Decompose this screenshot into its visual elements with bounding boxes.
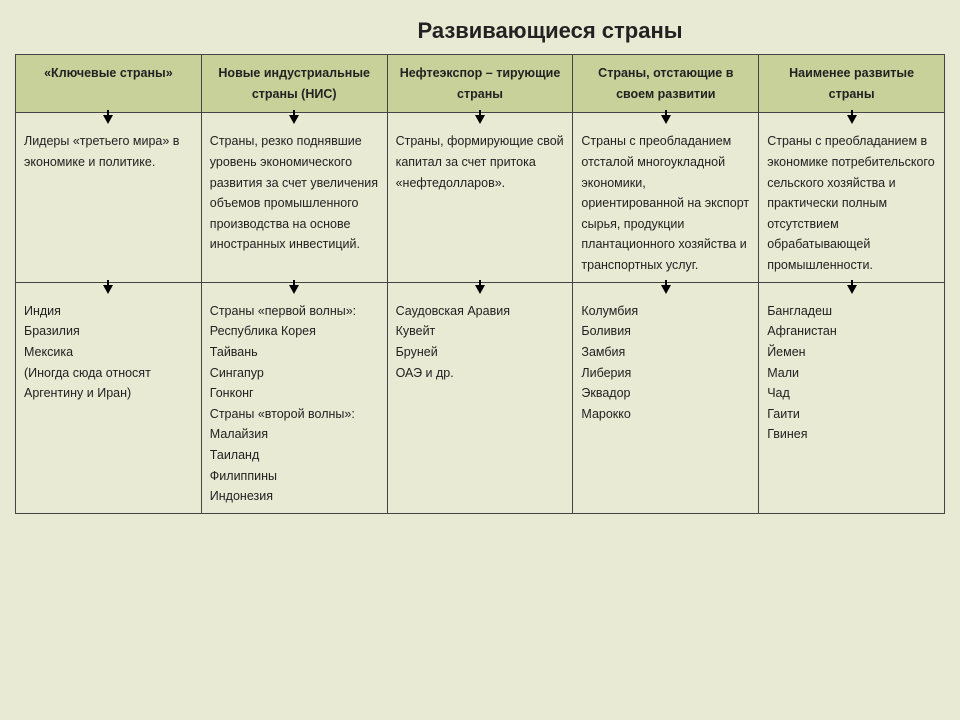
desc-cell-0: Лидеры «третьего мира» в экономике и пол… <box>16 113 202 282</box>
ex-text-1: Страны «первой волны»:Республика КореяТа… <box>210 304 356 504</box>
desc-text-4: Страны с преобладанием в экономике потре… <box>767 134 934 272</box>
ex-cell-2: Саудовская АравияКувейтБрунейОАЭ и др. <box>387 282 573 513</box>
ex-text-3: КолумбияБоливияЗамбияЛиберияЭквадорМарок… <box>581 304 638 421</box>
page-title: Развивающиеся страны <box>140 0 960 54</box>
arrow-down-icon <box>847 115 857 124</box>
desc-cell-2: Страны, формирующие свой капитал за счет… <box>387 113 573 282</box>
ex-cell-0: ИндияБразилияМексика(Иногда сюда относят… <box>16 282 202 513</box>
arrow-down-icon <box>103 115 113 124</box>
desc-cell-4: Страны с преобладанием в экономике потре… <box>759 113 945 282</box>
desc-row: Лидеры «третьего мира» в экономике и пол… <box>16 113 945 282</box>
arrow-down-icon <box>661 285 671 294</box>
arrow-down-icon <box>475 285 485 294</box>
arrow-down-icon <box>103 285 113 294</box>
countries-table: «Ключевые страны» Новые индустриальные с… <box>15 54 945 514</box>
ex-cell-3: КолумбияБоливияЗамбияЛиберияЭквадорМарок… <box>573 282 759 513</box>
col-header-0: «Ключевые страны» <box>16 55 202 113</box>
ex-text-0: ИндияБразилияМексика(Иногда сюда относят… <box>24 304 151 401</box>
ex-text-4: БангладешАфганистанЙеменМалиЧадГаитиГвин… <box>767 304 837 442</box>
arrow-down-icon <box>475 115 485 124</box>
desc-text-1: Страны, резко поднявшие уровень экономич… <box>210 134 378 251</box>
desc-text-2: Страны, формирующие свой капитал за счет… <box>396 134 564 189</box>
desc-text-3: Страны с преобладанием отсталой многоукл… <box>581 134 749 272</box>
ex-cell-4: БангладешАфганистанЙеменМалиЧадГаитиГвин… <box>759 282 945 513</box>
col-header-1: Новые индустриальные страны (НИС) <box>201 55 387 113</box>
ex-cell-1: Страны «первой волны»:Республика КореяТа… <box>201 282 387 513</box>
col-header-4: Наименее развитые страны <box>759 55 945 113</box>
col-header-3: Страны, отстающие в своем развитии <box>573 55 759 113</box>
desc-text-0: Лидеры «третьего мира» в экономике и пол… <box>24 134 179 169</box>
arrow-down-icon <box>289 285 299 294</box>
arrow-down-icon <box>847 285 857 294</box>
examples-row: ИндияБразилияМексика(Иногда сюда относят… <box>16 282 945 513</box>
arrow-down-icon <box>661 115 671 124</box>
desc-cell-1: Страны, резко поднявшие уровень экономич… <box>201 113 387 282</box>
col-header-2: Нефтеэкспор – тирующие страны <box>387 55 573 113</box>
desc-cell-3: Страны с преобладанием отсталой многоукл… <box>573 113 759 282</box>
header-row: «Ключевые страны» Новые индустриальные с… <box>16 55 945 113</box>
ex-text-2: Саудовская АравияКувейтБрунейОАЭ и др. <box>396 304 510 380</box>
arrow-down-icon <box>289 115 299 124</box>
